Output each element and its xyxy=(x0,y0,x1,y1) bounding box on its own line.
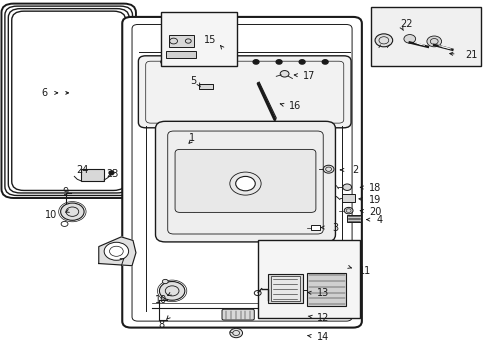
Circle shape xyxy=(253,60,259,64)
Circle shape xyxy=(162,279,168,284)
Circle shape xyxy=(276,60,282,64)
Text: 8: 8 xyxy=(158,320,164,330)
Text: 14: 14 xyxy=(316,332,328,342)
Circle shape xyxy=(206,60,212,64)
Bar xyxy=(310,225,320,230)
Bar xyxy=(370,7,480,66)
FancyBboxPatch shape xyxy=(8,9,129,193)
Circle shape xyxy=(159,282,184,300)
Text: 23: 23 xyxy=(106,168,119,179)
Bar xyxy=(166,51,195,58)
Circle shape xyxy=(280,71,288,77)
Bar xyxy=(271,276,299,301)
Circle shape xyxy=(229,328,242,338)
Text: 22: 22 xyxy=(399,19,412,30)
FancyBboxPatch shape xyxy=(155,121,335,242)
Text: 24: 24 xyxy=(77,165,89,175)
Text: 4: 4 xyxy=(376,215,382,225)
Text: 5: 5 xyxy=(190,76,196,86)
Bar xyxy=(161,12,237,66)
Text: 18: 18 xyxy=(368,183,381,193)
Text: 7: 7 xyxy=(118,258,124,268)
FancyBboxPatch shape xyxy=(175,149,315,212)
Bar xyxy=(198,84,213,89)
Bar xyxy=(267,274,303,303)
Circle shape xyxy=(299,60,305,64)
Bar xyxy=(81,169,104,181)
Circle shape xyxy=(426,36,441,47)
Text: 2: 2 xyxy=(351,165,358,175)
Text: 6: 6 xyxy=(41,88,48,98)
FancyBboxPatch shape xyxy=(138,56,350,128)
Text: 20: 20 xyxy=(368,207,381,217)
Circle shape xyxy=(374,34,392,47)
Circle shape xyxy=(104,242,128,260)
Circle shape xyxy=(323,165,333,173)
Text: 1: 1 xyxy=(188,132,194,143)
Text: 10: 10 xyxy=(45,210,58,220)
Bar xyxy=(168,35,194,47)
Circle shape xyxy=(403,35,415,43)
Text: 15: 15 xyxy=(203,35,216,45)
FancyBboxPatch shape xyxy=(5,6,132,195)
Bar xyxy=(306,273,346,306)
Bar xyxy=(346,215,360,222)
Text: 13: 13 xyxy=(316,288,328,298)
Polygon shape xyxy=(99,237,136,266)
Text: 11: 11 xyxy=(359,266,371,276)
Circle shape xyxy=(161,60,166,64)
FancyBboxPatch shape xyxy=(122,17,361,328)
Text: 19: 19 xyxy=(368,195,381,205)
Circle shape xyxy=(61,203,84,220)
Text: 9: 9 xyxy=(62,186,69,197)
Text: 10: 10 xyxy=(155,294,167,305)
FancyBboxPatch shape xyxy=(222,309,254,320)
Bar xyxy=(258,240,359,318)
Circle shape xyxy=(109,171,114,175)
Bar xyxy=(342,194,354,202)
Circle shape xyxy=(322,60,327,64)
Text: 3: 3 xyxy=(332,222,338,233)
Circle shape xyxy=(344,207,352,214)
Circle shape xyxy=(183,60,189,64)
Circle shape xyxy=(229,60,235,64)
Circle shape xyxy=(235,176,255,191)
Circle shape xyxy=(342,184,351,190)
FancyBboxPatch shape xyxy=(12,11,125,190)
FancyBboxPatch shape xyxy=(1,4,136,198)
Text: 21: 21 xyxy=(465,50,477,60)
Text: 16: 16 xyxy=(288,101,300,111)
Text: 17: 17 xyxy=(303,71,315,81)
Text: 12: 12 xyxy=(316,312,328,323)
